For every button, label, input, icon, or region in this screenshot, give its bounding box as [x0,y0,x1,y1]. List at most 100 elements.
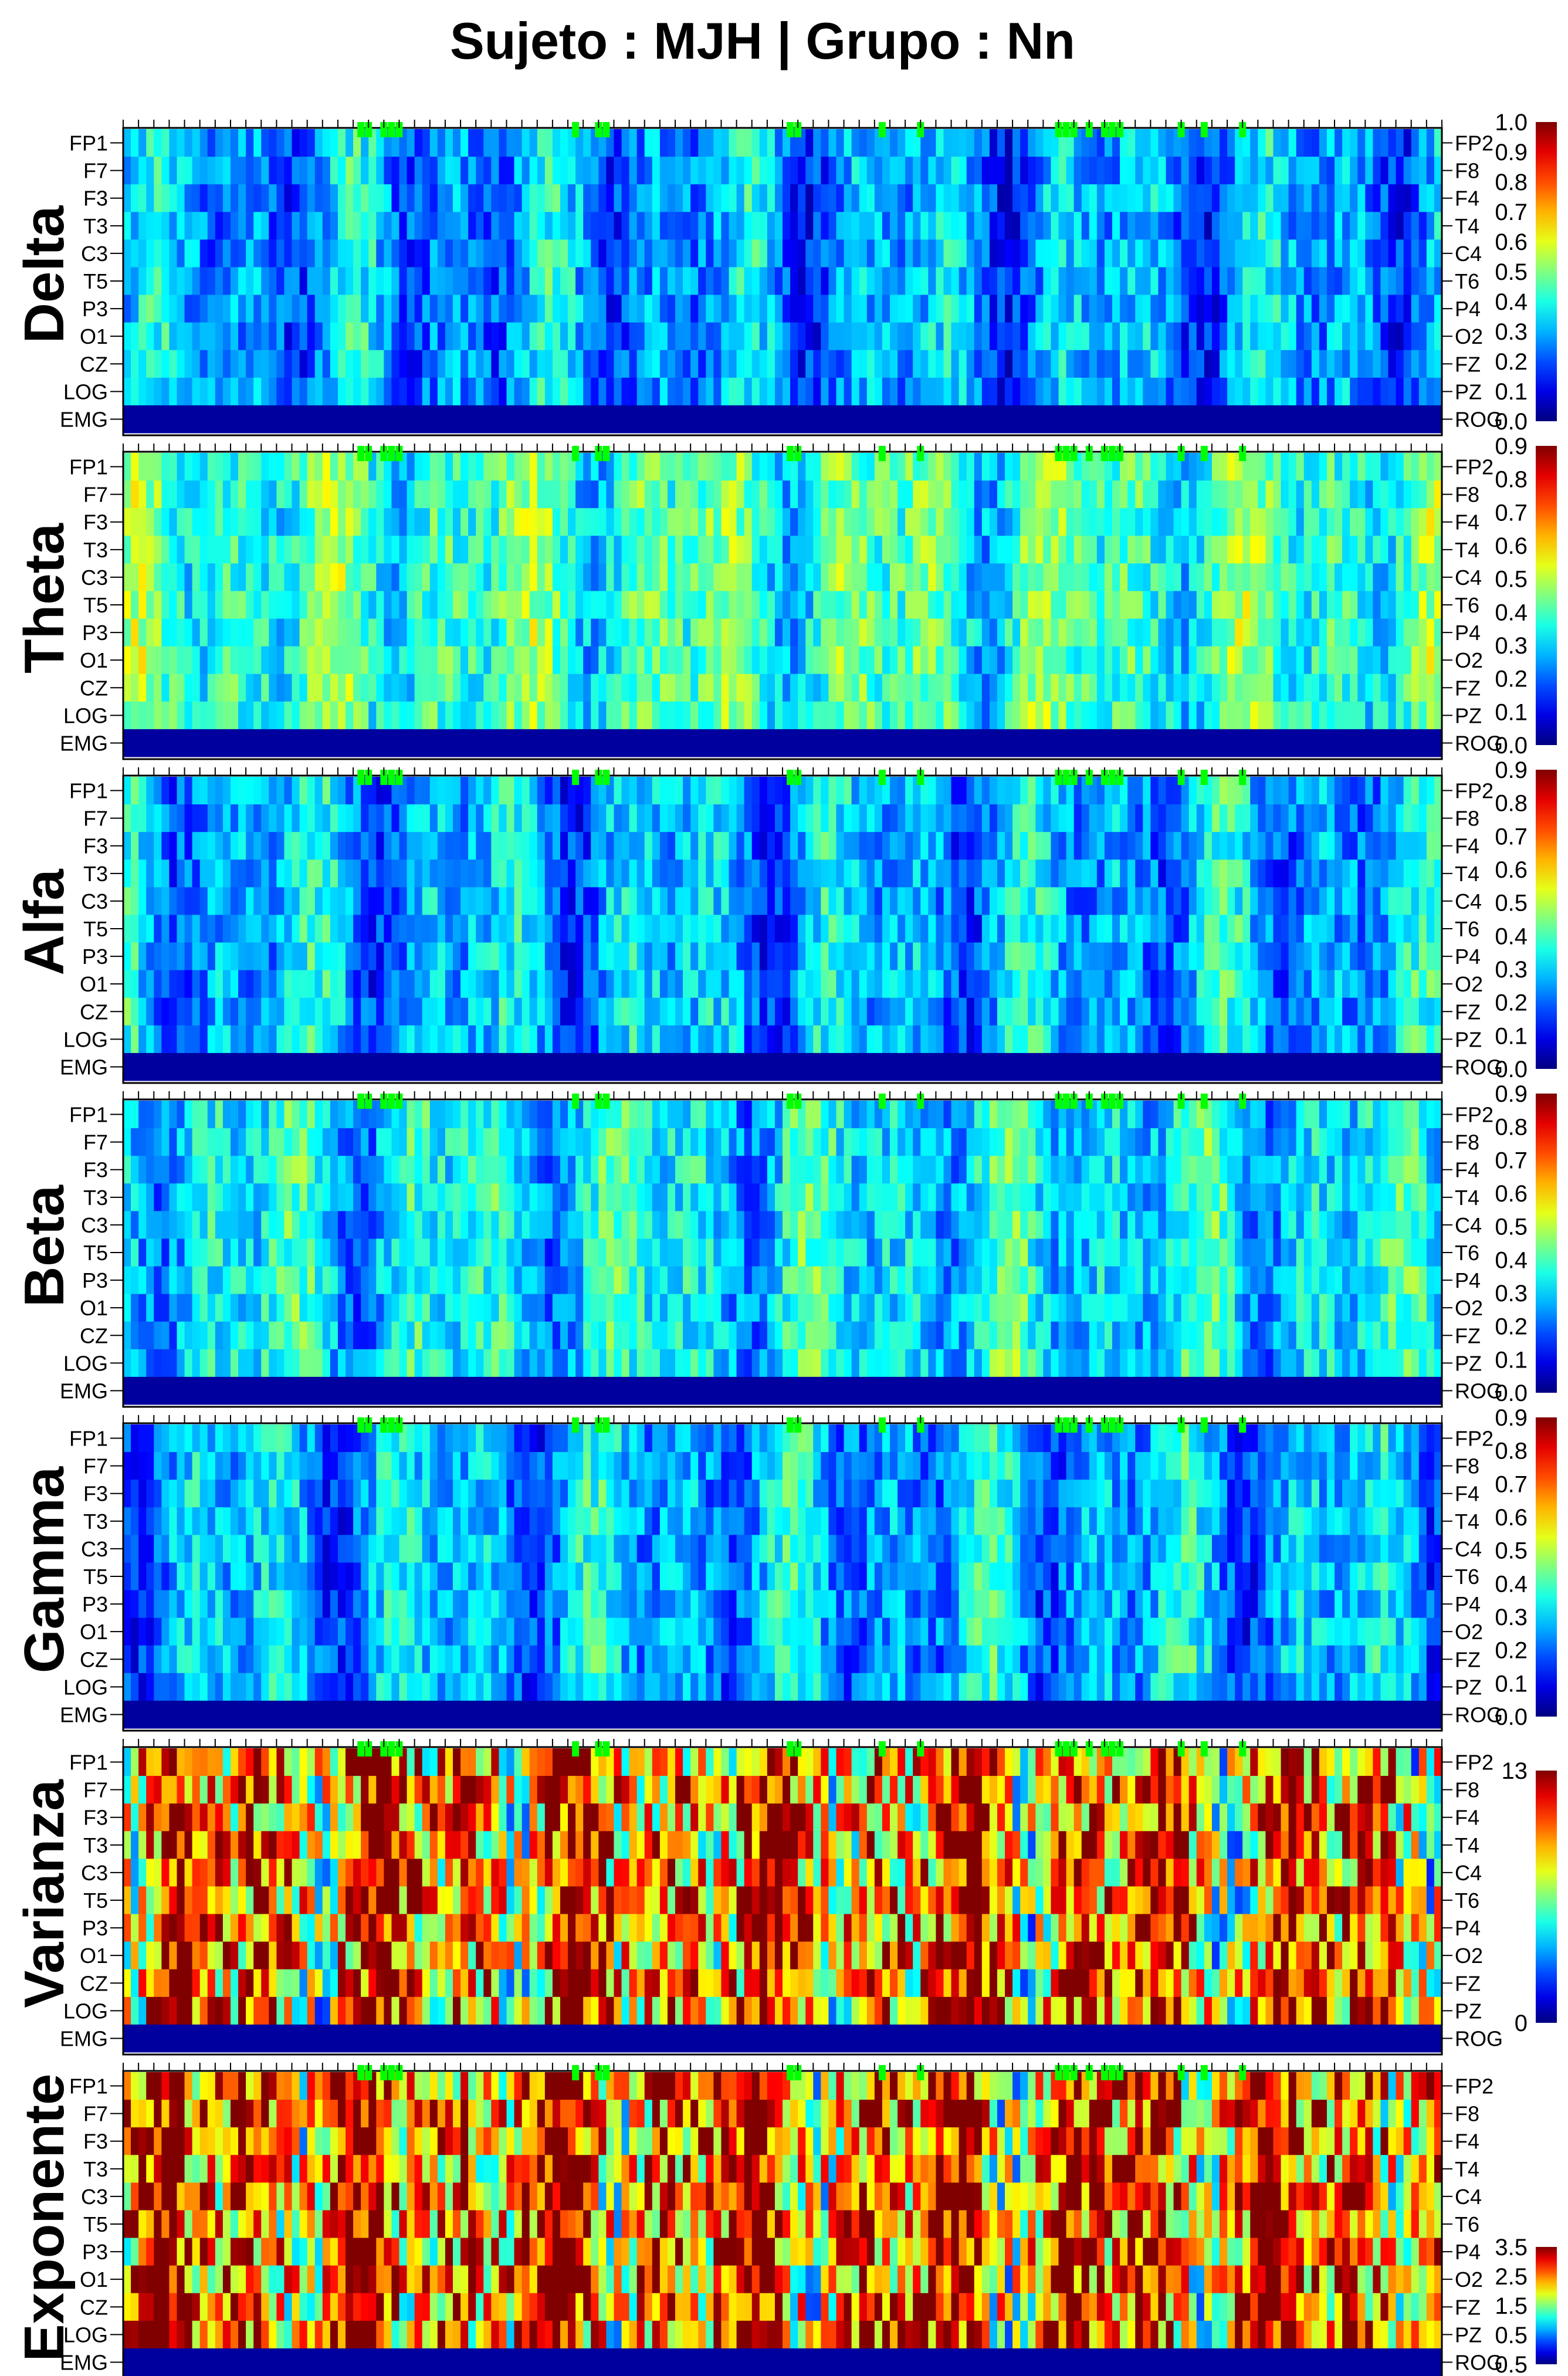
heatmap-cell [713,405,722,434]
heatmap-cell [445,377,453,406]
heatmap-cell [246,804,254,832]
heatmap-cell [1051,729,1059,757]
heatmap-cell [928,563,936,591]
heatmap-cell [652,673,661,702]
heatmap-cell [483,777,492,805]
heatmap-cell [1357,701,1366,730]
heatmap-cell [429,942,438,971]
heatmap-cell [292,777,300,805]
heatmap-cell [721,129,730,157]
heatmap-cell [675,480,683,509]
heatmap-cell [951,591,960,620]
heatmap-cell [913,295,921,323]
heatmap-cell [1396,129,1404,157]
heatmap-cell [905,563,913,591]
heatmap-cell [667,832,676,860]
heatmap-cell [943,157,952,185]
heatmap-cell [1365,673,1373,702]
heatmap-cell [284,377,293,406]
heatmap-cell [629,184,638,212]
heatmap-cell [1281,646,1289,675]
heatmap-cell [1342,563,1350,591]
heatmap-cell [606,508,615,536]
heatmap-cell [821,377,829,406]
heatmap-cell [199,129,208,157]
heatmap-cell [744,212,753,240]
heatmap-cell [667,646,676,675]
heatmap-cell [361,729,369,757]
heatmap-cell [1066,591,1075,620]
heatmap-cell [698,591,706,620]
heatmap-cell [276,157,285,185]
heatmap-cell [1073,729,1082,757]
heatmap-cell [376,591,384,620]
heatmap-cell [1281,239,1289,268]
heatmap-cell [361,942,369,971]
heatmap-cell [361,591,369,620]
heatmap-cell [468,405,476,434]
heatmap-cell [391,701,400,730]
heatmap-cell [1434,508,1442,536]
heatmap-cell [177,129,185,157]
heatmap-cell [1073,239,1082,268]
heatmap-cell [491,267,500,296]
heatmap-cell [476,777,484,805]
heatmap-cell [499,239,507,268]
heatmap-cell [1227,729,1235,757]
heatmap-cell [866,591,875,620]
heatmap-cell [1158,295,1167,323]
heatmap-cell [774,508,783,536]
heatmap-cell [131,859,139,888]
heatmap-cell [521,453,530,481]
heatmap-cell [774,267,783,296]
heatmap-cell [146,377,154,406]
heatmap-cell [1120,239,1128,268]
heatmap-cell [1127,536,1136,564]
heatmap-cell [667,267,676,296]
heatmap-cell [874,184,883,212]
heatmap-cell [346,1025,354,1054]
heatmap-cell [337,184,346,212]
heatmap-cell [783,184,791,212]
heatmap-cell [330,970,338,999]
heatmap-cell [199,239,208,268]
heatmap-cell [859,729,868,757]
heatmap-cell [445,212,453,240]
heatmap-cell [552,729,561,757]
heatmap-cell [751,591,760,620]
heatmap-cell [483,350,492,378]
heatmap-cell [422,350,431,378]
heatmap-cell [1265,405,1274,434]
heatmap-cell [1411,536,1420,564]
heatmap-cell [529,777,538,805]
heatmap-cell [1035,267,1044,296]
heatmap-cell [667,212,676,240]
heatmap-cell [514,887,523,915]
heatmap-cell [222,646,231,675]
heatmap-cell [1166,701,1174,730]
heatmap-cell [836,129,845,157]
heatmap-cell [882,563,890,591]
heatmap-cell [905,239,913,268]
heatmap-cell [299,804,308,832]
heatmap-cell [713,915,722,943]
heatmap-cell [898,157,906,185]
heatmap-cell [1012,618,1021,647]
heatmap-cell [376,832,384,860]
heatmap-cell [698,915,706,943]
heatmap-cell [384,942,392,971]
heatmap-cell [1051,701,1059,730]
colorbar-tick-label: 0.5 [1495,259,1528,285]
channel-label-left: P3 [82,621,108,645]
heatmap-cell [215,729,223,757]
heatmap-cell [491,915,500,943]
heatmap-cell [644,942,653,971]
heatmap-cell [591,646,599,675]
heatmap-cell [284,212,293,240]
heatmap-cell [1365,267,1373,296]
heatmap-cell [698,405,706,434]
heatmap-cell [1258,508,1266,536]
heatmap-cell [1296,405,1305,434]
heatmap-cell [828,129,837,157]
heatmap-cell [1058,377,1067,406]
